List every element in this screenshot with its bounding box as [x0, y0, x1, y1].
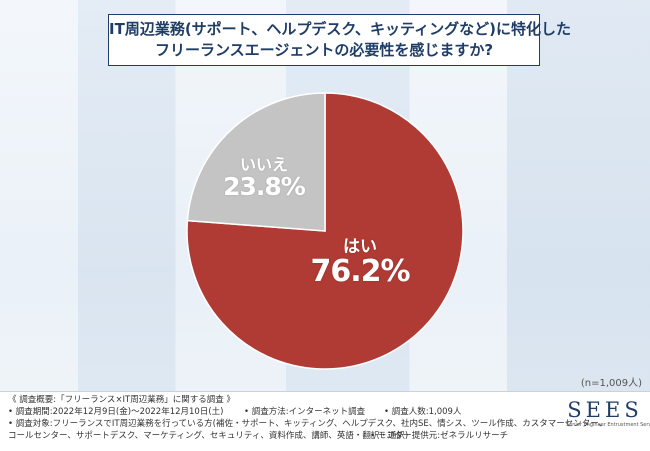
survey-overview: 《 調査概要:「フリーランス×IT周辺業務」に関する調査 》 — [8, 395, 235, 405]
slice-label-yes: はい — [343, 237, 377, 257]
survey-footer: 《 調査概要:「フリーランス×IT周辺業務」に関する調査 》 • 調査期間:20… — [0, 391, 650, 451]
slice-value-no: 23.8% — [223, 172, 306, 201]
logo-wordmark: SEES — [567, 398, 643, 422]
survey-period: • 調査期間:2022年12月9日(金)〜2022年12月10日(土) — [8, 407, 224, 417]
sees-logo: SEES Senior Engineer Entrustment Service — [566, 398, 650, 429]
chart-title-line-2: フリーランスエージェントの必要性を感じますか? — [154, 41, 494, 59]
logo-tagline: Senior Engineer Entrustment Service — [566, 422, 650, 428]
pie-slice-no — [186, 92, 326, 232]
survey-target: • 調査対象:フリーランスでIT周辺業務を行っている方(補佐・サポート、キッティ… — [8, 419, 608, 429]
survey-provider: • モニター提供元:ゼネラルリサーチ — [370, 431, 509, 441]
chart-title-box: IT周辺業務(サポート、ヘルプデスク、キッティングなど)に特化した フリーランス… — [108, 14, 571, 66]
slice-value-yes: 76.2% — [310, 254, 410, 289]
sample-size-note: (n=1,009人) — [580, 378, 642, 389]
survey-method: • 調査方法:インターネット調査 — [244, 407, 366, 417]
survey-count: • 調査人数:1,009人 — [384, 407, 462, 417]
pie-slice-yes — [186, 92, 464, 370]
chart-title-line-1: IT周辺業務(サポート、ヘルプデスク、キッティングなど)に特化した — [109, 20, 571, 38]
slice-label-no: いいえ — [239, 155, 288, 174]
survey-target-continued: コールセンター、サポートデスク、マーケティング、セキュリティ、資料作成、講師、英… — [8, 431, 409, 441]
